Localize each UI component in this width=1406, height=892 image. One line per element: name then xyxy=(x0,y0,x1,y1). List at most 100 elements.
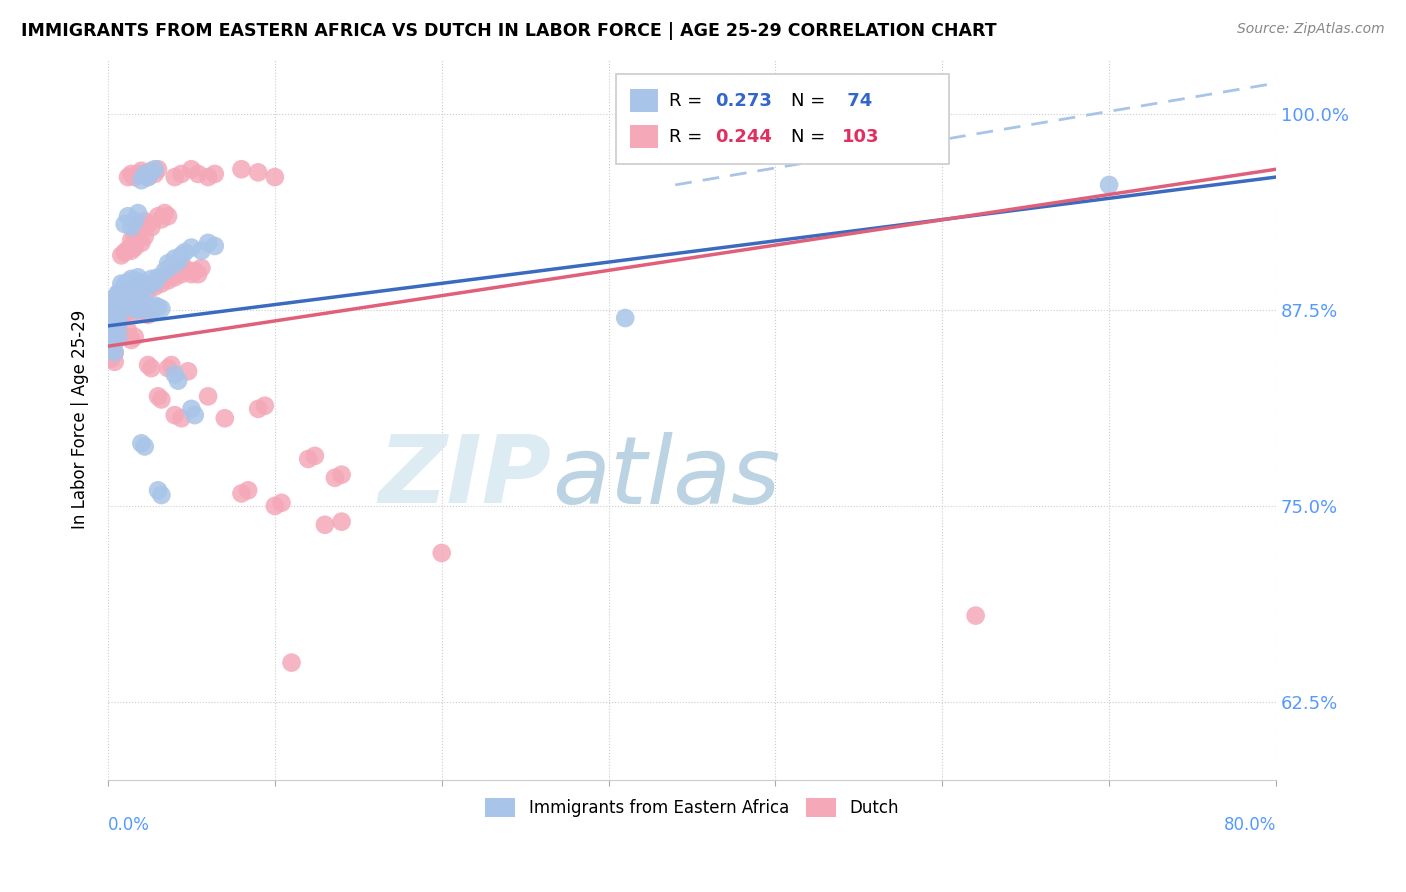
Point xyxy=(134,229,156,244)
Point xyxy=(131,235,153,250)
Point xyxy=(157,361,180,376)
Point xyxy=(180,401,202,416)
Point xyxy=(153,270,176,285)
Point xyxy=(204,239,226,253)
Point xyxy=(304,449,326,463)
Point xyxy=(150,301,173,316)
Point xyxy=(120,308,142,322)
Point xyxy=(247,165,270,179)
Point xyxy=(173,245,195,260)
Point xyxy=(104,320,127,334)
Point xyxy=(114,295,136,310)
Point xyxy=(120,167,142,181)
Point xyxy=(136,170,159,185)
Point xyxy=(136,279,159,293)
Point xyxy=(127,206,149,220)
Point xyxy=(157,273,180,287)
Point xyxy=(141,361,163,376)
Point xyxy=(127,233,149,247)
Point xyxy=(160,267,183,281)
Point xyxy=(117,285,139,300)
Point xyxy=(163,170,186,185)
Text: N =: N = xyxy=(792,128,831,145)
FancyBboxPatch shape xyxy=(616,74,949,164)
Point xyxy=(124,229,146,244)
Point xyxy=(120,244,142,258)
Point xyxy=(110,289,132,303)
Point xyxy=(143,162,166,177)
Point xyxy=(117,291,139,305)
Point xyxy=(114,301,136,316)
Point xyxy=(110,287,132,301)
Point xyxy=(143,275,166,289)
Point xyxy=(197,170,219,185)
Point xyxy=(127,298,149,312)
Point xyxy=(104,326,127,341)
Point xyxy=(104,334,127,349)
Point xyxy=(330,467,353,482)
Point xyxy=(104,301,127,316)
Point xyxy=(127,167,149,181)
Point xyxy=(167,374,190,388)
Point xyxy=(314,517,336,532)
Point xyxy=(107,287,129,301)
Point xyxy=(136,217,159,231)
Point xyxy=(180,162,202,177)
Point xyxy=(136,283,159,297)
Point xyxy=(134,167,156,181)
Point xyxy=(150,392,173,407)
Point xyxy=(263,170,285,185)
Point xyxy=(100,295,122,310)
Point xyxy=(124,330,146,344)
Point xyxy=(104,330,127,344)
Point xyxy=(197,235,219,250)
Point xyxy=(114,278,136,293)
Point xyxy=(136,358,159,372)
Point xyxy=(120,220,142,235)
Point xyxy=(114,285,136,300)
Point xyxy=(146,162,169,177)
Point xyxy=(231,486,253,500)
Point xyxy=(104,355,127,369)
Point xyxy=(127,217,149,231)
Point xyxy=(100,311,122,326)
Point xyxy=(157,256,180,270)
Point xyxy=(117,293,139,308)
Point xyxy=(107,324,129,338)
Point xyxy=(134,279,156,293)
Point xyxy=(117,242,139,256)
Point xyxy=(150,277,173,291)
Point xyxy=(247,401,270,416)
Point xyxy=(214,411,236,425)
Point xyxy=(167,264,190,278)
Point xyxy=(124,292,146,306)
Point xyxy=(127,279,149,293)
Point xyxy=(100,326,122,341)
Point xyxy=(141,305,163,319)
Point xyxy=(127,303,149,318)
Point xyxy=(280,656,302,670)
Point xyxy=(114,297,136,311)
Point xyxy=(110,248,132,262)
Point xyxy=(131,436,153,450)
Text: 0.244: 0.244 xyxy=(716,128,772,145)
Point xyxy=(170,248,193,262)
Point xyxy=(100,324,122,338)
Text: 0.273: 0.273 xyxy=(716,92,772,110)
Point xyxy=(297,452,319,467)
Text: 74: 74 xyxy=(841,92,873,110)
Text: ZIP: ZIP xyxy=(380,432,551,524)
Point xyxy=(110,277,132,291)
Point xyxy=(146,209,169,223)
Point xyxy=(187,167,209,181)
Point xyxy=(107,295,129,310)
Point xyxy=(114,330,136,344)
Point xyxy=(107,316,129,330)
Point xyxy=(134,440,156,454)
Point xyxy=(270,496,292,510)
Point xyxy=(117,283,139,297)
FancyBboxPatch shape xyxy=(630,125,658,148)
Point xyxy=(330,515,353,529)
Point xyxy=(170,411,193,425)
Point xyxy=(136,301,159,316)
